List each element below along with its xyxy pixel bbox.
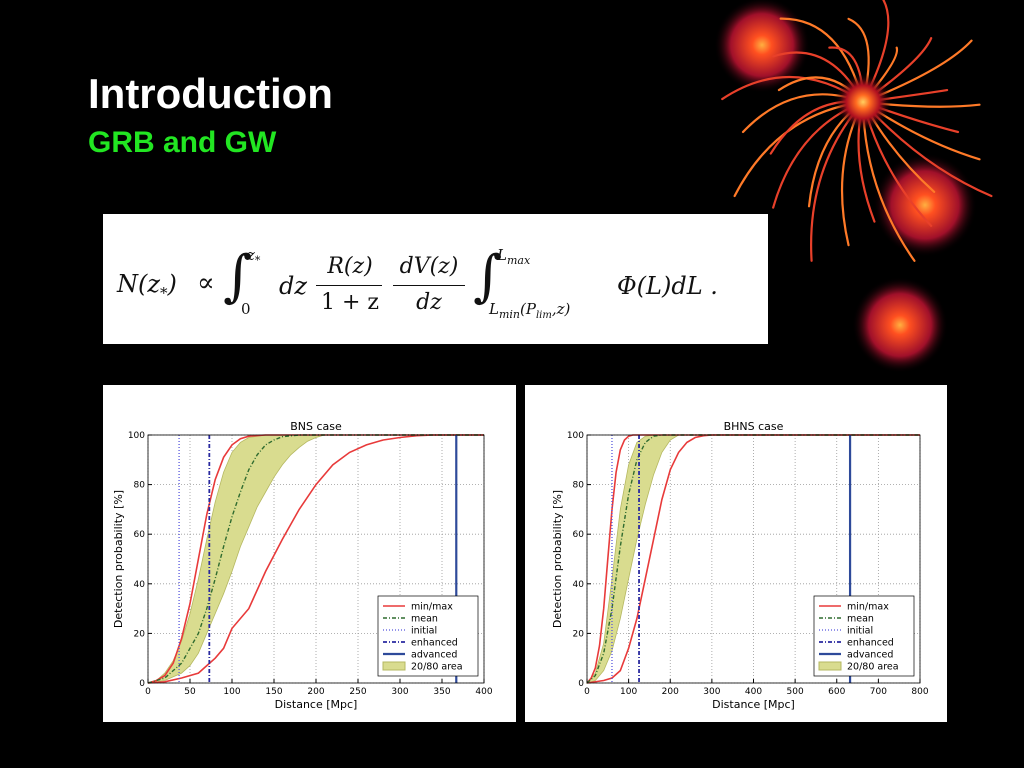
legend-label: mean: [411, 614, 438, 625]
formula-frac2-den: dz: [416, 290, 442, 315]
x-tick-label: 300: [703, 687, 720, 697]
legend-label: advanced: [847, 650, 893, 661]
x-tick-label: 100: [223, 687, 240, 697]
legend-label: mean: [847, 614, 874, 625]
chart-title: BHNS case: [724, 420, 784, 433]
formula-int2-lower-args-sub: lim: [535, 310, 552, 321]
legend-label: enhanced: [847, 638, 894, 649]
bhns-chart: 0 100 200 300 400 500 600 700 800 0 20 40 60 80 100 BHN…: [551, 420, 929, 711]
series-max-line: [147, 434, 484, 684]
y-tick-label: 40: [134, 580, 146, 590]
x-tick-label: 300: [391, 687, 408, 697]
slide-subtitle: GRB and GW: [88, 126, 277, 159]
bns-chart-panel: 0 50 100 150 200 250 300 350 400 0 20 40 60 80 100 BNS …: [103, 385, 516, 722]
y-tick-label: 60: [573, 530, 585, 540]
x-tick-label: 350: [433, 687, 450, 697]
formula-int1-upper: z: [247, 246, 255, 264]
formula-dz: dz: [279, 272, 308, 300]
formula-propto: ∝: [197, 268, 215, 298]
formula-panel: N(z*) ∝ ∫ z* 0 dz R(z) 1 + z dV(z) dz ∫ …: [103, 214, 768, 344]
chart-title: BNS case: [290, 420, 342, 433]
formula-lhs-sub: *: [160, 283, 168, 302]
area-20-80: [147, 434, 484, 684]
bns-chart: 0 50 100 150 200 250 300 350 400 0 20 40 60 80 100 BNS …: [112, 420, 493, 711]
x-axis-label: Distance [Mpc]: [712, 698, 795, 711]
series-min-line: [147, 434, 484, 684]
formula-frac2-num: dV(z): [399, 254, 459, 279]
y-axis-label: Detection probability [%]: [551, 490, 564, 628]
x-axis-label: Distance [Mpc]: [275, 698, 358, 711]
y-tick-label: 0: [139, 679, 145, 689]
x-tick-label: 200: [662, 687, 679, 697]
x-tick-label: 50: [184, 687, 196, 697]
x-tick-label: 800: [911, 687, 928, 697]
x-tick-label: 200: [307, 687, 324, 697]
formula-lhs: N(z: [117, 270, 161, 298]
detection-rate-formula: N(z*) ∝ ∫ z* 0 dz R(z) 1 + z dV(z) dz ∫ …: [117, 240, 757, 330]
x-tick-label: 100: [620, 687, 637, 697]
legend-label: initial: [847, 626, 873, 637]
legend-swatch-area: [818, 661, 842, 671]
y-tick-label: 100: [128, 431, 145, 441]
series-mean-line: [147, 434, 484, 684]
x-tick-label: 250: [349, 687, 366, 697]
formula-integral-1: ∫: [223, 244, 253, 309]
formula-int2-upper: L: [497, 246, 507, 264]
bhns-chart-panel: 0 100 200 300 400 500 600 700 800 0 20 40 60 80 100 BHN…: [525, 385, 947, 722]
x-tick-label: 150: [265, 687, 282, 697]
x-tick-label: 0: [584, 687, 590, 697]
plot-frame: [147, 434, 485, 684]
legend-label: 20/80 area: [411, 662, 463, 673]
formula-lhs-close: ): [167, 270, 177, 298]
y-tick-label: 20: [573, 629, 585, 639]
x-tick-label: 700: [870, 687, 887, 697]
slide-title: Introduction: [88, 70, 333, 117]
formula-int2-lower-args: (P: [520, 300, 536, 318]
y-tick-label: 40: [573, 580, 585, 590]
area-20-80: [585, 434, 920, 684]
x-tick-label: 0: [145, 687, 151, 697]
formula-int1-lower: 0: [241, 300, 251, 318]
y-tick-label: 80: [573, 481, 585, 491]
x-tick-label: 400: [475, 687, 492, 697]
legend-label: initial: [411, 626, 437, 637]
legend-label: min/max: [411, 602, 453, 613]
legend-label: advanced: [411, 650, 457, 661]
series-max-line: [586, 434, 920, 684]
x-tick-label: 500: [787, 687, 804, 697]
x-tick-label: 600: [828, 687, 845, 697]
formula-int2-lower-args-end: ,z): [551, 300, 571, 318]
formula-int2-lower: L: [489, 300, 499, 318]
formula-int2-lower-sub: min: [498, 308, 521, 321]
formula-integrand: Φ(L)dL .: [617, 272, 718, 300]
series-mean-line: [586, 434, 920, 684]
formula-frac1-num: R(z): [327, 254, 373, 279]
y-tick-label: 100: [567, 431, 584, 441]
legend-label: enhanced: [411, 638, 458, 649]
legend-label: min/max: [847, 602, 889, 613]
x-tick-label: 400: [745, 687, 762, 697]
y-tick-label: 20: [134, 629, 146, 639]
formula-frac1-den: 1 + z: [320, 290, 379, 315]
series-min-line: [586, 434, 920, 684]
fireworks-sparkler-icon: [714, 0, 993, 373]
y-axis-label: Detection probability [%]: [112, 490, 125, 628]
legend-swatch-area: [382, 661, 406, 671]
legend-label: 20/80 area: [847, 662, 899, 673]
formula-int1-upper-sub: *: [254, 254, 261, 267]
y-tick-label: 80: [134, 481, 146, 491]
formula-int2-upper-sub: max: [506, 254, 531, 267]
y-tick-label: 60: [134, 530, 146, 540]
formula-integral-2: ∫: [473, 244, 503, 309]
plot-frame: [586, 434, 921, 684]
y-tick-label: 0: [578, 679, 584, 689]
